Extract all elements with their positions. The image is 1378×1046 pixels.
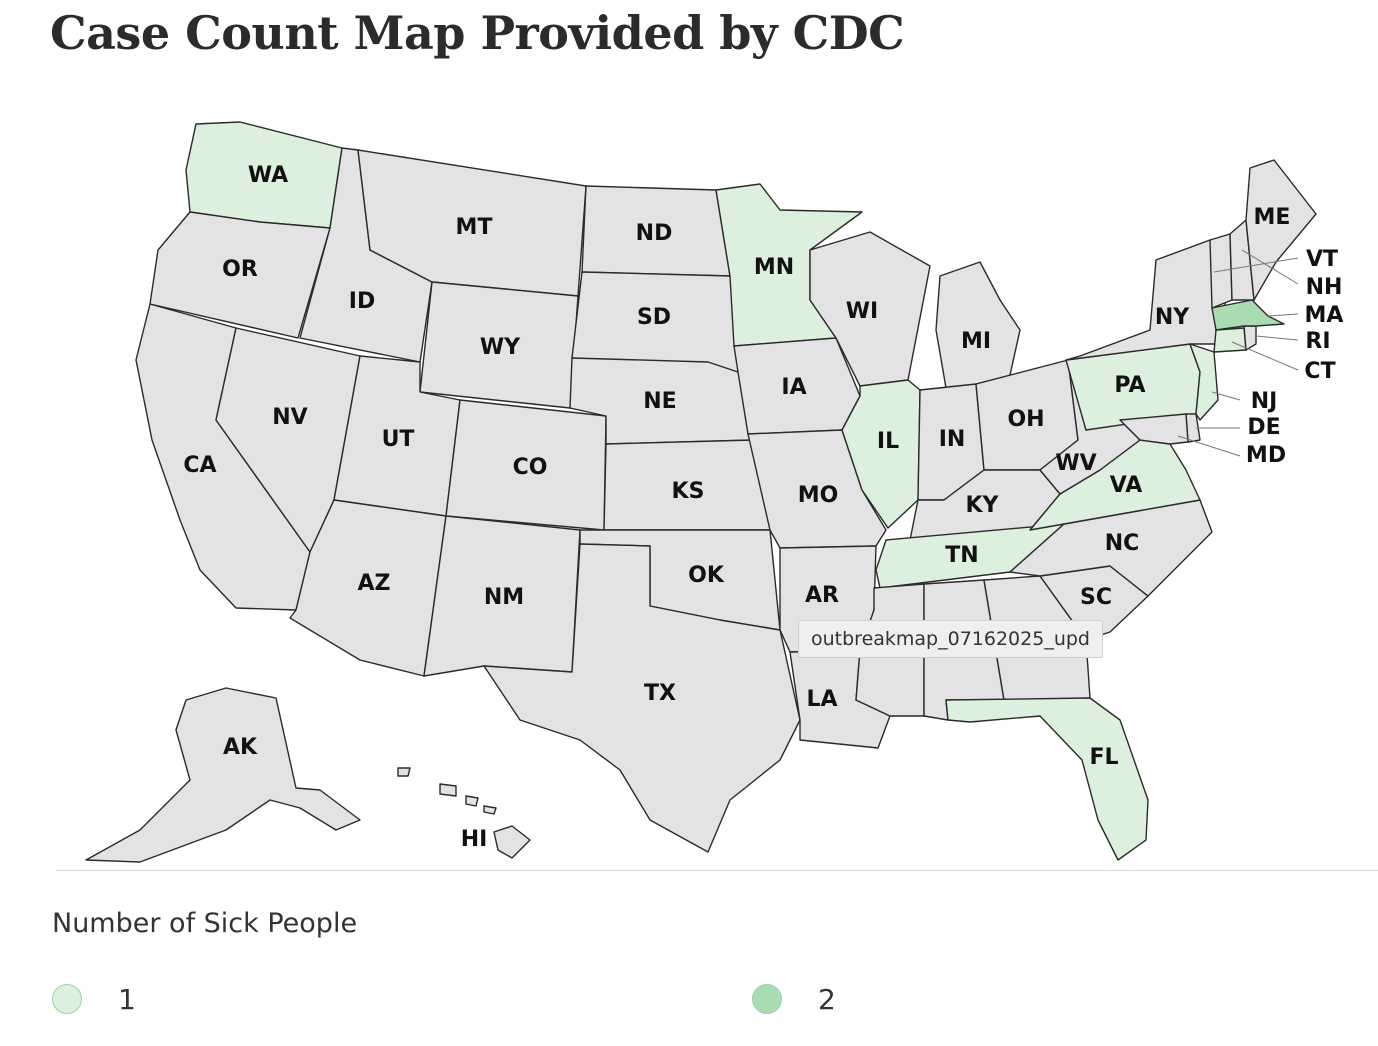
label-ks: KS (672, 479, 705, 504)
state-fl[interactable] (945, 697, 1149, 861)
label-ny: NY (1155, 305, 1190, 330)
callout-ma (1267, 313, 1299, 317)
label-tx: TX (644, 681, 676, 706)
label-ca: CA (183, 453, 216, 478)
map-tooltip: outbreakmap_07162025_upd (798, 620, 1103, 658)
label-nv: NV (272, 405, 307, 430)
state-or[interactable] (149, 211, 331, 339)
callout-md (1177, 435, 1241, 457)
label-ia: IA (781, 375, 806, 400)
label-sc: SC (1080, 585, 1112, 610)
label-nh: NH (1306, 275, 1343, 300)
label-ar: AR (805, 583, 839, 608)
state-ak[interactable] (85, 687, 361, 863)
state-ri[interactable] (1243, 325, 1257, 351)
label-sd: SD (637, 305, 671, 330)
label-id: ID (349, 289, 375, 314)
label-ok: OK (688, 563, 725, 588)
label-nj: NJ (1251, 389, 1278, 414)
state-hi[interactable] (397, 767, 531, 859)
label-or: OR (222, 257, 258, 282)
label-ct: CT (1304, 359, 1335, 384)
label-tn: TN (945, 543, 978, 568)
label-mn: MN (754, 255, 794, 280)
label-mi: MI (961, 329, 991, 354)
callout-nj (1211, 391, 1241, 401)
label-vt: VT (1306, 247, 1338, 272)
state-me[interactable] (1245, 159, 1317, 301)
state-ny[interactable] (1065, 239, 1227, 361)
state-ma[interactable] (1211, 299, 1285, 331)
legend-swatch-1 (52, 984, 82, 1014)
label-wa: WA (248, 163, 288, 188)
label-ak: AK (223, 735, 258, 760)
label-fl: FL (1089, 745, 1118, 770)
label-il: IL (877, 429, 899, 454)
legend-item-1: 1 (52, 982, 136, 1016)
label-oh: OH (1007, 407, 1044, 432)
callout-vt (1213, 257, 1299, 273)
label-nm: NM (484, 585, 524, 610)
label-mt: MT (456, 215, 493, 240)
callout-nh (1241, 249, 1299, 285)
label-ut: UT (382, 427, 415, 452)
state-mi[interactable] (935, 261, 1021, 389)
legend-label-2: 2 (818, 982, 836, 1016)
label-wi: WI (846, 299, 878, 324)
label-ma: MA (1305, 303, 1344, 328)
label-me: ME (1254, 205, 1291, 230)
callout-ct (1231, 341, 1299, 371)
label-mo: MO (798, 483, 839, 508)
us-map-svg: WA OR CA ID NV MT WY UT AZ CO NM ND SD N… (85, 121, 1344, 863)
label-pa: PA (1114, 373, 1145, 398)
label-wy: WY (480, 335, 521, 360)
label-hi: HI (461, 827, 488, 852)
label-va: VA (1110, 473, 1143, 498)
state-tx[interactable] (483, 543, 801, 853)
page-title: Case Count Map Provided by CDC (50, 6, 905, 60)
label-md: MD (1246, 443, 1286, 468)
legend-swatch-2 (752, 984, 782, 1014)
legend-label-1: 1 (118, 982, 136, 1016)
label-ky: KY (966, 493, 1000, 518)
label-nc: NC (1105, 531, 1140, 556)
label-de: DE (1247, 415, 1280, 440)
us-map: WA OR CA ID NV MT WY UT AZ CO NM ND SD N… (0, 100, 1378, 880)
legend-item-2: 2 (752, 982, 836, 1016)
label-co: CO (513, 455, 548, 480)
label-az: AZ (358, 571, 391, 596)
label-ne: NE (643, 389, 676, 414)
label-la: LA (806, 687, 837, 712)
callout-ri (1255, 335, 1299, 341)
state-ct[interactable] (1213, 327, 1247, 353)
legend-divider (56, 870, 1378, 871)
label-ri: RI (1305, 329, 1330, 354)
label-nd: ND (636, 221, 673, 246)
state-il[interactable] (841, 379, 921, 529)
label-wv: WV (1055, 451, 1096, 476)
legend-title: Number of Sick People (52, 908, 358, 939)
label-in: IN (939, 427, 966, 452)
state-md[interactable] (1119, 413, 1189, 445)
